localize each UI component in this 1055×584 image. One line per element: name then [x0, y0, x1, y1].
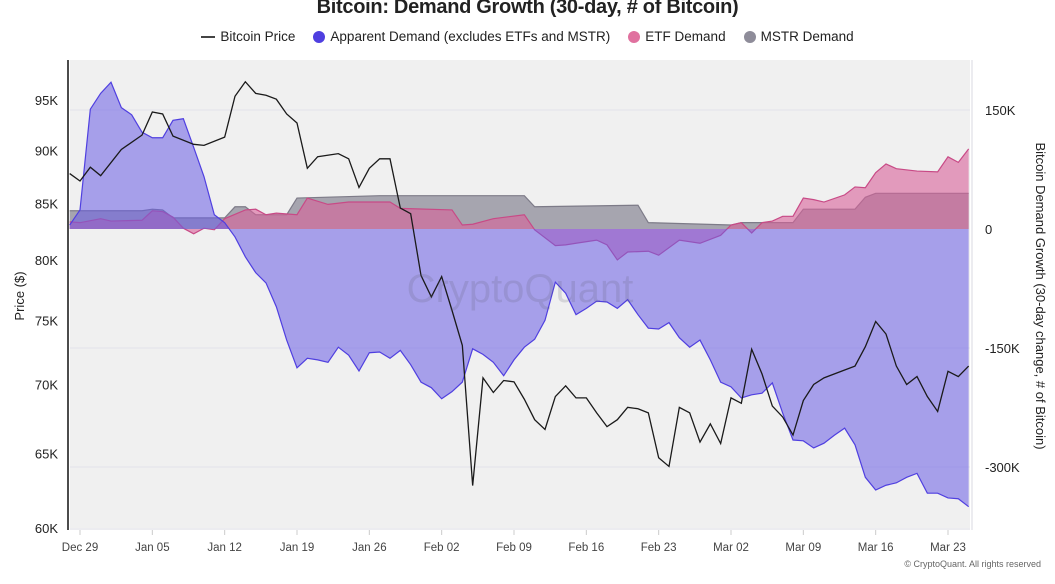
left-tick-label: 80K — [35, 253, 58, 268]
x-tick-label: Jan 05 — [135, 542, 170, 554]
left-tick-label: 65K — [35, 446, 58, 461]
right-tick-label: 150K — [985, 103, 1016, 118]
legend-item-etf[interactable]: ETF Demand — [628, 29, 726, 44]
right-tick-label: -300K — [985, 460, 1020, 475]
left-tick-label: 75K — [35, 313, 58, 328]
legend-label: Bitcoin Price — [220, 29, 296, 44]
dot-swatch-icon — [628, 30, 641, 43]
legend-label: ETF Demand — [645, 29, 726, 44]
x-tick-label: Mar 16 — [858, 542, 894, 554]
x-tick-label: Mar 02 — [713, 542, 749, 554]
x-tick-label: Feb 16 — [568, 542, 604, 554]
apparent-demand-area-line — [69, 81, 970, 508]
right-tick-label: 0 — [985, 222, 992, 237]
x-tick-label: Feb 09 — [496, 542, 532, 554]
watermark: CryptoQuant — [407, 267, 634, 311]
apparent-demand-area — [69, 82, 969, 507]
legend-item-price[interactable]: Bitcoin Price — [201, 29, 295, 44]
copyright: © CryptoQuant. All rights reserved — [904, 559, 1041, 569]
line-swatch-icon — [201, 35, 216, 38]
left-tick-label: 90K — [35, 144, 58, 159]
x-tick-label: Feb 02 — [424, 542, 460, 554]
x-tick-label: Jan 26 — [352, 542, 387, 554]
left-tick-label: 70K — [35, 377, 58, 392]
legend: Bitcoin Price Apparent Demand (excludes … — [0, 29, 1055, 44]
x-tick-label: Jan 12 — [207, 542, 242, 554]
dot-swatch-icon — [743, 30, 756, 43]
right-tick-label: -150K — [985, 341, 1020, 356]
left-tick-label: 85K — [35, 197, 58, 212]
x-tick-label: Mar 09 — [785, 542, 821, 554]
legend-item-apparent[interactable]: Apparent Demand (excludes ETFs and MSTR) — [313, 29, 610, 44]
x-tick-label: Feb 23 — [641, 542, 677, 554]
legend-label: Apparent Demand (excludes ETFs and MSTR) — [330, 29, 611, 44]
left-axis-label: Price ($) — [12, 271, 27, 320]
right-axis-label: Bitcoin Demand Growth (30-day change, # … — [1033, 142, 1048, 449]
bitcoin-price-line — [69, 80, 970, 486]
x-tick-label: Jan 19 — [280, 542, 315, 554]
legend-label: MSTR Demand — [760, 29, 854, 44]
legend-item-mstr[interactable]: MSTR Demand — [743, 29, 854, 44]
left-tick-label: 60K — [35, 521, 58, 536]
chart-title: Bitcoin: Demand Growth (30-day, # of Bit… — [316, 0, 739, 18]
dot-swatch-icon — [313, 30, 326, 43]
x-tick-label: Dec 29 — [62, 542, 98, 554]
x-tick-label: Mar 23 — [930, 542, 966, 554]
left-tick-label: 95K — [35, 93, 58, 108]
